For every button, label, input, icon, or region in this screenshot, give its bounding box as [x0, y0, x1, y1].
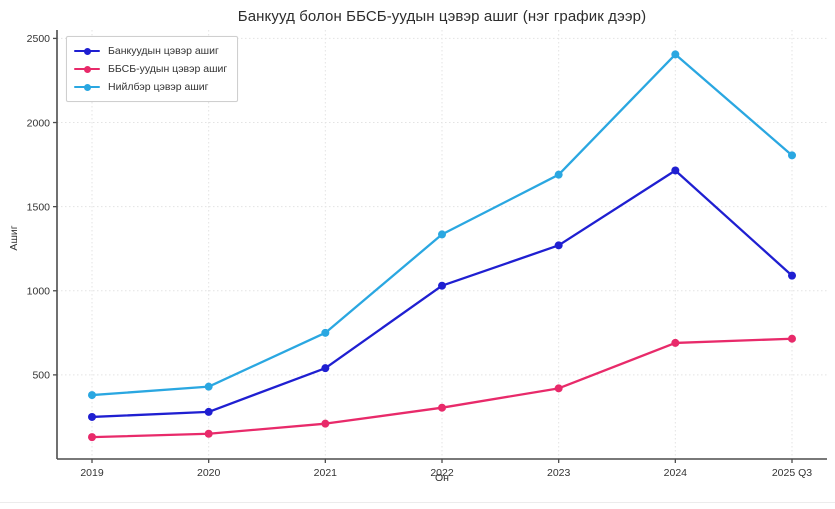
series-point	[554, 384, 563, 393]
series-point	[321, 419, 330, 428]
chart-legend: Банкуудын цэвэр ашиг ББСБ-уудын цэвэр аши…	[66, 36, 239, 102]
legend-line-marker-icon	[74, 64, 100, 74]
x-tick-label: 2020	[197, 467, 221, 479]
x-tick-label: 2023	[547, 467, 571, 479]
series-point	[788, 271, 796, 280]
series-point	[438, 281, 446, 290]
series-point	[671, 338, 680, 347]
y-tick-label: 1500	[27, 201, 51, 213]
series-point	[554, 170, 563, 179]
y-tick-label: 2500	[27, 33, 51, 45]
legend-label: ББСБ-уудын цэвэр ашиг	[108, 63, 228, 75]
legend-item: ББСБ-уудын цэвэр ашиг	[74, 60, 227, 78]
y-tick-label: 500	[32, 370, 50, 382]
series-point	[671, 166, 680, 175]
series-point	[204, 382, 213, 391]
legend-line-marker-icon	[74, 82, 100, 92]
series-point	[788, 334, 796, 343]
x-axis-label: Он	[435, 472, 449, 484]
legend-label: Банкуудын цэвэр ашиг	[108, 45, 219, 57]
y-tick-label: 2000	[27, 117, 51, 129]
legend-label: Нийлбэр цэвэр ашиг	[108, 81, 209, 93]
x-tick-label: 2024	[664, 467, 688, 479]
y-tick-label: 1000	[27, 286, 51, 298]
series-point	[321, 328, 330, 337]
series-point	[88, 433, 96, 442]
series-line	[90, 53, 794, 397]
series-point	[438, 230, 446, 239]
series-point	[671, 50, 680, 59]
legend-item: Нийлбэр цэвэр ашиг	[74, 78, 227, 96]
series-point	[204, 429, 213, 438]
x-tick-label: 2021	[314, 467, 338, 479]
series-point	[88, 412, 96, 421]
legend-line-marker-icon	[74, 46, 100, 56]
series-point	[554, 241, 563, 250]
x-tick-label: 2025 Q3	[772, 467, 812, 479]
y-axis-label: Ашиг	[8, 225, 20, 251]
series-point	[204, 407, 213, 416]
legend-item: Банкуудын цэвэр ашиг	[74, 42, 227, 60]
series-point	[788, 151, 796, 160]
x-tick-label: 2019	[80, 467, 104, 479]
series-point	[438, 403, 446, 412]
chart-title: Банкууд болон ББСБ-уудын цэвэр ашиг (нэг…	[237, 8, 647, 25]
x-tick-label: 2022	[430, 467, 454, 479]
series-point	[321, 364, 330, 373]
series-point	[88, 391, 96, 400]
embed-bottom-border	[0, 502, 835, 503]
